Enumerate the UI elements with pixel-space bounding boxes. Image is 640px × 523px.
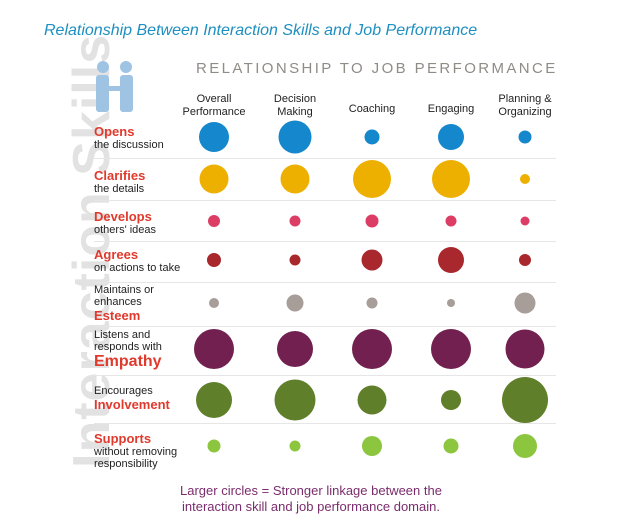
- row-label-line: Agrees: [94, 247, 139, 262]
- bubble: [513, 434, 537, 458]
- row-label: Encourages Involvement: [94, 385, 194, 412]
- row-label: Opens the discussion: [94, 124, 194, 151]
- bubble: [278, 120, 312, 154]
- row-label-line: Develops: [94, 209, 152, 224]
- bubble: [199, 122, 229, 152]
- bubble: [431, 329, 471, 369]
- column-header-line: Coaching: [348, 103, 396, 115]
- row-label-line: the details: [94, 183, 145, 195]
- row-label: Agrees on actions to take: [94, 247, 194, 274]
- column-header-line: Engaging: [427, 103, 475, 115]
- bubble: [445, 215, 457, 227]
- row-label: Clarifies the details: [94, 168, 194, 195]
- row-divider: [94, 200, 556, 201]
- column-header-line: Planning &: [498, 93, 552, 105]
- bubble: [505, 329, 545, 369]
- bubble: [207, 439, 221, 453]
- row-divider: [94, 282, 556, 283]
- row-label-line: Empathy: [94, 353, 162, 370]
- column-header: Engaging: [406, 103, 496, 116]
- bubble: [441, 390, 461, 410]
- bubble: [277, 331, 313, 367]
- bubble: [432, 160, 470, 198]
- column-header: Overall Performance: [169, 93, 259, 119]
- column-header-line: Overall: [196, 93, 232, 105]
- column-header: Decision Making: [250, 93, 340, 119]
- column-header-line: Performance: [182, 106, 246, 118]
- bubble: [274, 379, 316, 421]
- bubble: [443, 438, 459, 454]
- row-divider: [94, 375, 556, 376]
- row-label-line: Supports: [94, 431, 152, 446]
- bubble: [199, 164, 229, 194]
- row-label-line: Clarifies: [94, 168, 146, 183]
- row-label-line: Esteem: [94, 308, 141, 323]
- row-label-line: Listens and: [94, 329, 151, 341]
- bubble: [208, 215, 220, 227]
- bubble: [352, 329, 392, 369]
- caption-line-2: interaction skill and job performance do…: [182, 499, 440, 514]
- caption-line-1: Larger circles = Stronger linkage betwee…: [180, 483, 442, 498]
- row-label-line: responsibility: [94, 458, 158, 470]
- bubble: [289, 440, 301, 452]
- row-label-line: without removing: [94, 446, 178, 458]
- bubble: [438, 124, 464, 150]
- bubble: [286, 294, 304, 312]
- row-label-line: responds with: [94, 341, 162, 353]
- row-label: Supports without removing responsibility: [94, 431, 194, 470]
- bubble: [518, 130, 532, 144]
- row-label-line: the discussion: [94, 139, 164, 151]
- column-header-line: Organizing: [498, 106, 552, 118]
- row-label: Listens and responds with Empathy: [94, 329, 194, 371]
- bubble: [438, 247, 464, 273]
- row-label-line: Involvement: [94, 397, 170, 412]
- bubble: [361, 249, 383, 271]
- bubble: [447, 299, 455, 307]
- chart-title: Relationship Between Interaction Skills …: [44, 22, 478, 39]
- row-label-line: Encourages: [94, 385, 153, 397]
- bubble: [196, 382, 232, 418]
- column-header: Planning & Organizing: [480, 93, 570, 119]
- row-label-line: Opens: [94, 124, 135, 139]
- bubble: [289, 215, 301, 227]
- row-label-line: enhances: [94, 296, 142, 308]
- bubble: [364, 129, 380, 145]
- row-label-line: Maintains or: [94, 284, 154, 296]
- row-divider: [94, 326, 556, 327]
- bubble: [353, 160, 391, 198]
- row-label-line: others' ideas: [94, 224, 157, 236]
- bubble: [362, 436, 382, 456]
- bubble: [209, 298, 219, 308]
- caption: Larger circles = Stronger linkage betwee…: [180, 483, 442, 515]
- bubble: [207, 253, 221, 267]
- bubble: [502, 377, 548, 423]
- row-divider: [94, 241, 556, 242]
- bubble: [365, 214, 379, 228]
- people-icon: [96, 61, 133, 112]
- bubble: [514, 292, 536, 314]
- column-header-line: Decision: [273, 93, 317, 105]
- column-header: Coaching: [327, 103, 417, 116]
- bubble: [366, 297, 378, 309]
- row-label-line: on actions to take: [94, 262, 181, 274]
- bubble: [520, 216, 530, 226]
- row-label: Develops others' ideas: [94, 209, 194, 236]
- bubble: [357, 385, 387, 415]
- bubble: [194, 329, 234, 369]
- column-header-line: Making: [277, 106, 313, 118]
- bubble: [280, 164, 310, 194]
- bubble: [519, 254, 531, 266]
- bubble: [289, 254, 301, 266]
- matrix-header: RELATIONSHIP TO JOB PERFORMANCE: [196, 60, 558, 77]
- row-label: Maintains or enhances Esteem: [94, 284, 194, 323]
- bubble: [520, 174, 530, 184]
- row-divider: [94, 158, 556, 159]
- row-divider: [94, 423, 556, 424]
